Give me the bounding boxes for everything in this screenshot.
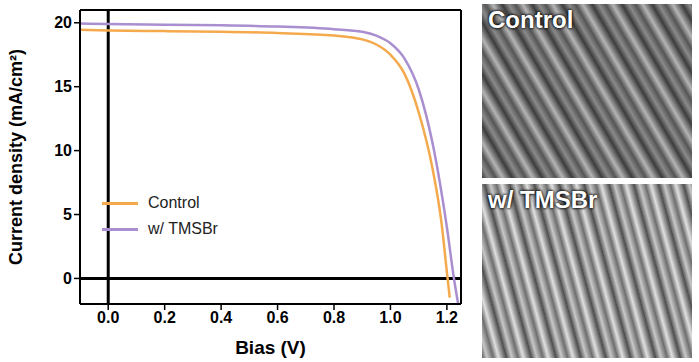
html-text:Control: Control — [488, 6, 574, 33]
svg-text:0: 0 — [63, 270, 72, 287]
svg-text:1.2: 1.2 — [436, 309, 458, 326]
svg-text:0.4: 0.4 — [210, 309, 232, 326]
svg-text:0.8: 0.8 — [323, 309, 345, 326]
svg-text:0.2: 0.2 — [154, 309, 176, 326]
svg-text:Current density (mA/cm²): Current density (mA/cm²) — [6, 49, 26, 265]
svg-text:Bias (V): Bias (V) — [235, 337, 306, 358]
svg-text:5: 5 — [63, 206, 72, 223]
svg-text:10: 10 — [54, 142, 72, 159]
html-text:w/ TMSBr: w/ TMSBr — [488, 186, 598, 213]
svg-text:1.0: 1.0 — [379, 309, 401, 326]
svg-text:0.6: 0.6 — [266, 309, 288, 326]
svg-text:20: 20 — [54, 14, 72, 31]
html-text:w/ TMSBr: w/ TMSBr — [148, 220, 218, 238]
svg-text:0.0: 0.0 — [97, 309, 119, 326]
svg-text:15: 15 — [54, 78, 72, 95]
html-text:Control: Control — [148, 194, 200, 212]
